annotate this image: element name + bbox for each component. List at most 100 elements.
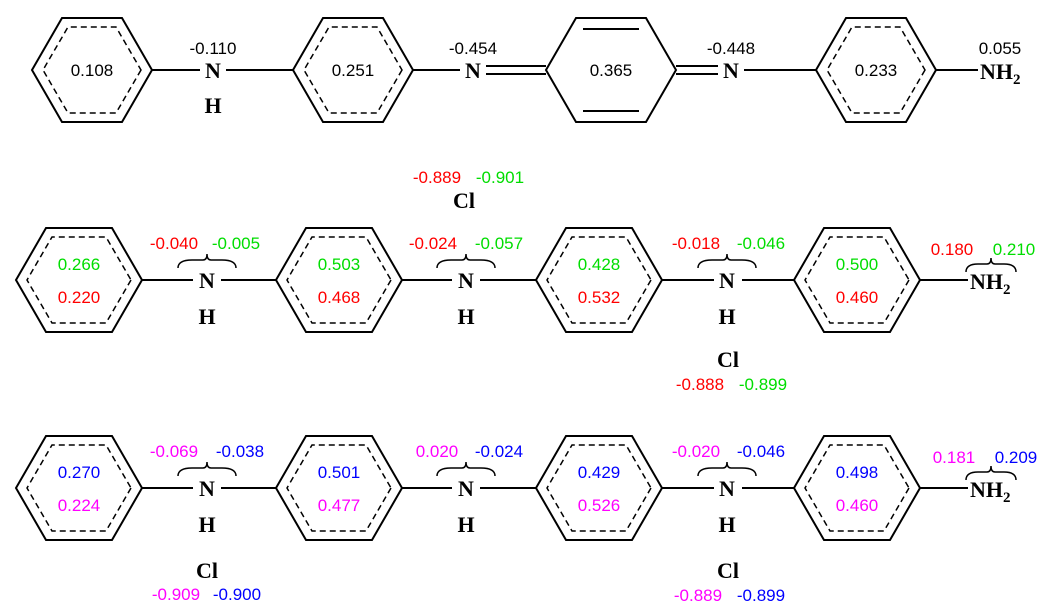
structure-2-labels: 0.266 0.220 0.503 0.468 0.428 0.532 0.50… xyxy=(58,234,1036,394)
cl-charge: -0.901 xyxy=(476,168,524,187)
aromatic-dashed-ring xyxy=(26,444,132,532)
n-charge: -0.110 xyxy=(190,39,237,58)
brace xyxy=(965,257,1017,273)
n-charge: -0.024 xyxy=(475,442,523,461)
nitrogen-atom: N xyxy=(719,476,735,501)
hydrogen-atom: H xyxy=(718,304,735,329)
ring-charge-bottom: 0.220 xyxy=(58,288,101,307)
structure-2 xyxy=(14,227,1017,333)
benzene-ring xyxy=(30,17,154,123)
cl-charge: -0.909 xyxy=(152,585,200,604)
nitrogen-atom: N xyxy=(199,476,215,501)
brace xyxy=(697,461,757,477)
ring-charge-top: 0.266 xyxy=(58,255,101,274)
ring-charge-bottom: 0.460 xyxy=(836,288,879,307)
ring-charge-bottom: 0.460 xyxy=(836,496,879,515)
aromatic-dashed-ring xyxy=(303,26,403,114)
ring-charge-top: 0.498 xyxy=(836,463,879,482)
chloride-atom: Cl xyxy=(453,188,475,213)
amine-group: NH2 xyxy=(980,59,1021,88)
n-charge: -0.046 xyxy=(737,442,785,461)
chloride-atom: Cl xyxy=(717,558,739,583)
ring-charge: 0.233 xyxy=(855,61,898,80)
aromatic-dashed-ring xyxy=(804,444,910,532)
ring-charge-top: 0.503 xyxy=(318,255,361,274)
n-charge: -0.024 xyxy=(409,234,457,253)
n-charge: -0.046 xyxy=(737,234,785,253)
benzene-ring xyxy=(534,435,664,541)
nitrogen-atom: N xyxy=(205,58,221,83)
structure-3-labels: 0.270 0.224 0.501 0.477 0.429 0.526 0.49… xyxy=(58,442,1038,605)
hydrogen-atom: H xyxy=(198,304,215,329)
nitrogen-atom: N xyxy=(719,268,735,293)
structure-3 xyxy=(14,435,1017,541)
nitrogen-atom: N xyxy=(458,476,474,501)
cl-charge: -0.899 xyxy=(739,375,787,394)
n-charge: -0.069 xyxy=(150,442,198,461)
ring-charge-bottom: 0.526 xyxy=(578,496,621,515)
n-charge: -0.454 xyxy=(449,39,497,58)
hydrogen-atom: H xyxy=(718,512,735,537)
n-charge: -0.448 xyxy=(707,39,755,58)
brace xyxy=(697,253,757,269)
nitrogen-atom: N xyxy=(199,268,215,293)
quinoid-ring xyxy=(544,17,678,123)
nitrogen-atom: N xyxy=(723,58,739,83)
aromatic-dashed-ring xyxy=(286,236,392,324)
ring-charge-bottom: 0.224 xyxy=(58,496,101,515)
cl-charge: -0.888 xyxy=(676,375,724,394)
ring-charge: 0.108 xyxy=(71,61,114,80)
n-charge: -0.005 xyxy=(212,234,260,253)
ring-charge: 0.251 xyxy=(332,61,375,80)
ring-charge-top: 0.501 xyxy=(318,463,361,482)
amine-group: NH2 xyxy=(970,477,1011,506)
nitrogen-atom: N xyxy=(465,58,481,83)
ring-charge-top: 0.428 xyxy=(578,255,621,274)
brace xyxy=(965,465,1017,481)
hydrogen-atom: H xyxy=(457,304,474,329)
benzene-ring xyxy=(792,227,922,333)
benzene-ring xyxy=(534,227,664,333)
nitrogen-atom: N xyxy=(458,268,474,293)
n-charge: -0.020 xyxy=(672,442,720,461)
cl-charge: -0.889 xyxy=(413,168,461,187)
aromatic-dashed-ring xyxy=(286,444,392,532)
n-charge: 0.210 xyxy=(993,240,1036,259)
benzene-ring xyxy=(274,435,404,541)
ring-charge-bottom: 0.468 xyxy=(318,288,361,307)
chloride-atom: Cl xyxy=(717,347,739,372)
brace xyxy=(436,253,496,269)
brace xyxy=(177,461,237,477)
aromatic-dashed-ring xyxy=(546,236,652,324)
hydrogen-atom: H xyxy=(198,512,215,537)
ring-charge: 0.365 xyxy=(590,61,633,80)
amine-group: NH2 xyxy=(970,269,1011,298)
structure-1 xyxy=(30,17,978,123)
ring-charge-bottom: 0.532 xyxy=(578,288,621,307)
ring-charge-top: 0.429 xyxy=(578,463,621,482)
ring-charge-bottom: 0.477 xyxy=(318,496,361,515)
n-charge: -0.038 xyxy=(216,442,264,461)
benzene-ring xyxy=(274,227,404,333)
n-charge: 0.020 xyxy=(416,442,459,461)
benzene-ring xyxy=(14,435,144,541)
aromatic-dashed-ring xyxy=(26,236,132,324)
n-charge: -0.057 xyxy=(475,234,523,253)
benzene-ring xyxy=(792,435,922,541)
structure-2-counterion-top: -0.889 -0.901 Cl xyxy=(413,168,524,213)
aromatic-dashed-ring xyxy=(546,444,652,532)
hydrogen-atom: H xyxy=(457,512,474,537)
cl-charge: -0.900 xyxy=(213,585,261,604)
aromatic-dashed-ring xyxy=(826,26,926,114)
n-charge: 0.055 xyxy=(979,39,1022,58)
n-charge: -0.018 xyxy=(672,234,720,253)
n-charge: 0.180 xyxy=(931,240,974,259)
aromatic-dashed-ring xyxy=(804,236,910,324)
aromatic-dashed-ring xyxy=(42,26,142,114)
benzene-ring xyxy=(14,227,144,333)
brace xyxy=(177,253,237,269)
cl-charge: -0.889 xyxy=(674,586,722,605)
brace xyxy=(436,461,496,477)
ring-charge-top: 0.500 xyxy=(836,255,879,274)
structure-1-labels: 0.108 0.251 0.365 0.233 -0.110 N H -0.45… xyxy=(71,39,1022,118)
